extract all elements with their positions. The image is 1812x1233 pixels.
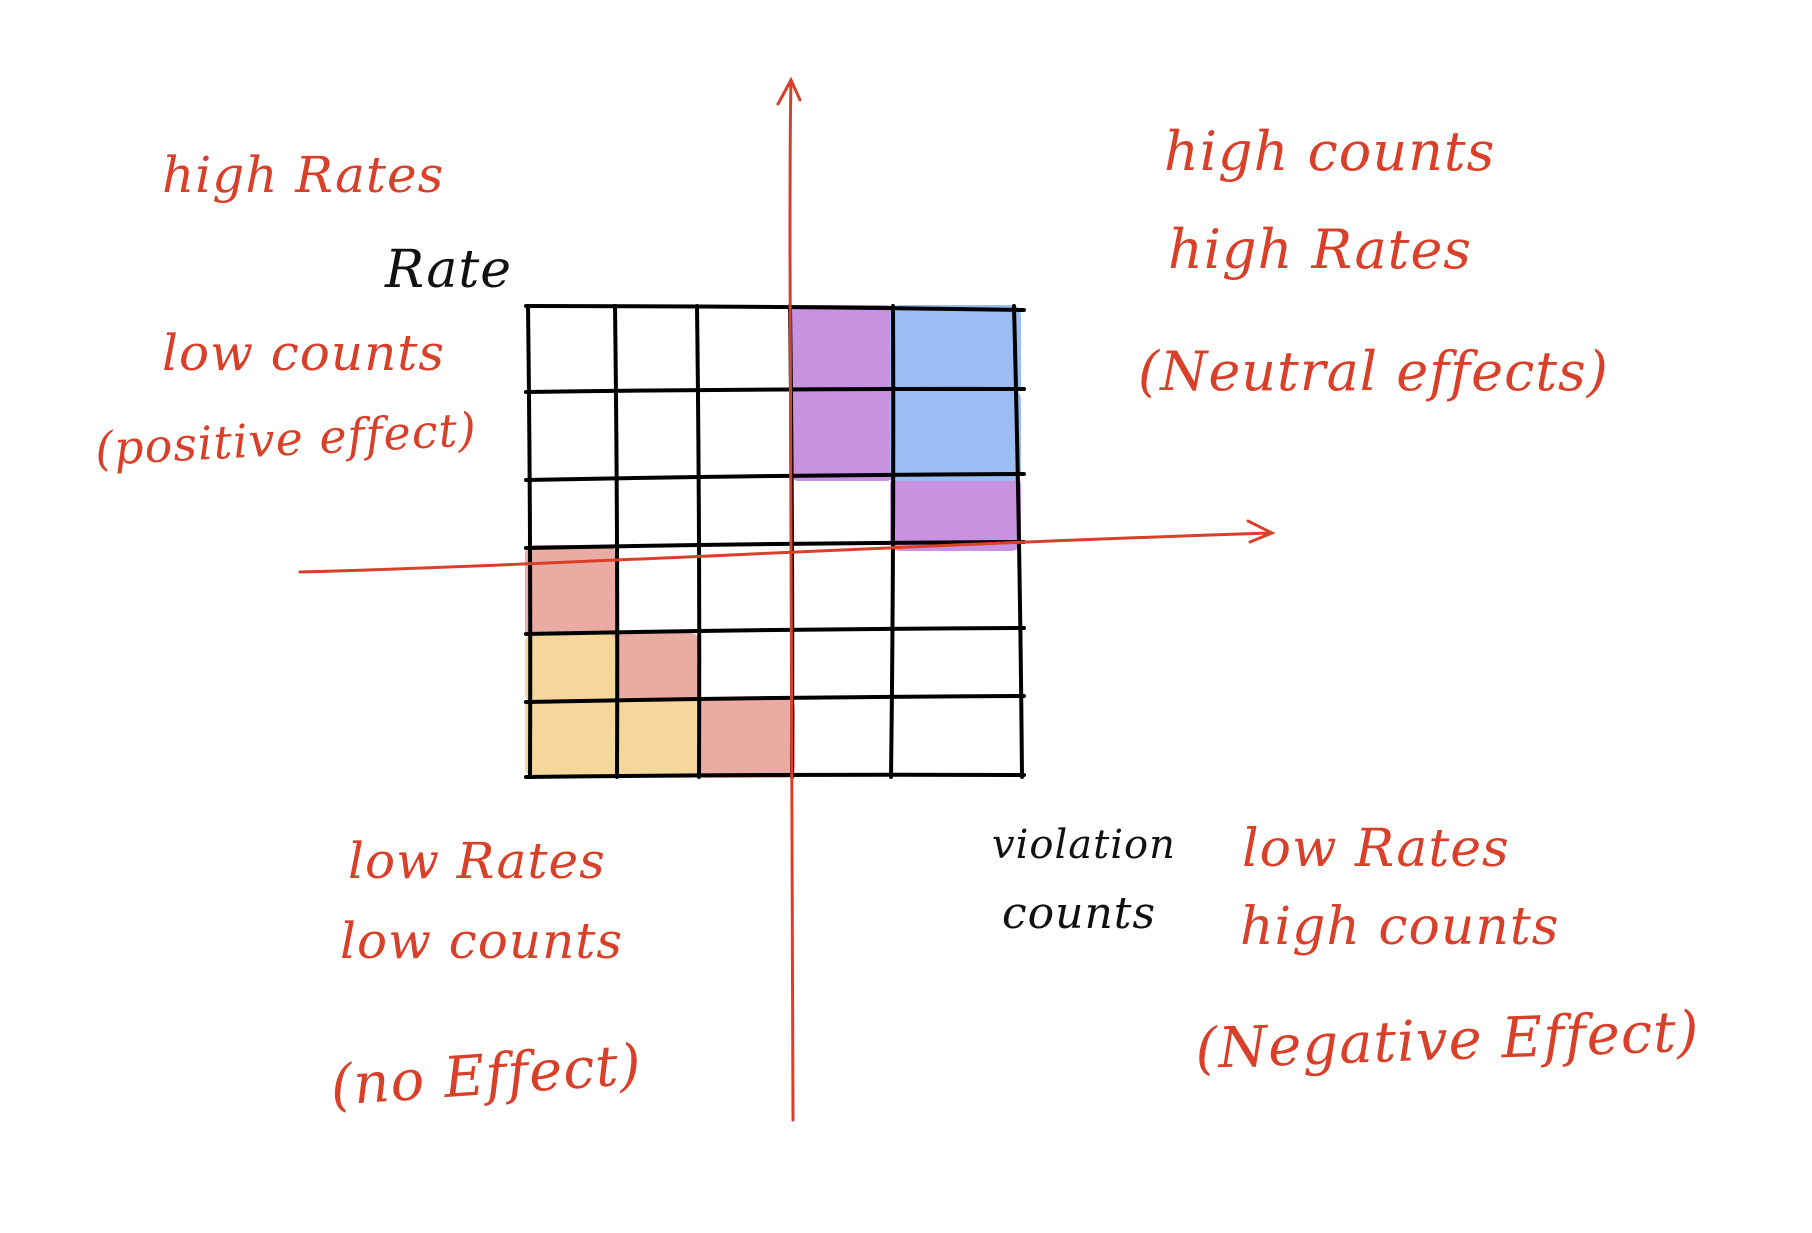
grid-row-line — [524, 694, 1026, 704]
highlighted-cell-orange — [610, 698, 700, 778]
highlighted-cell-salmon — [525, 545, 616, 639]
highlighted-cell-orange — [525, 698, 616, 778]
top-left-line2: low counts — [162, 324, 445, 382]
grid-row-line — [524, 540, 1026, 550]
y-axis-label: Rate — [384, 240, 512, 300]
highlighted-cell-orange — [525, 633, 616, 704]
grid-column-line — [889, 304, 896, 779]
highlighted-cell-blue — [890, 305, 1021, 395]
x-axis-label-line1: violation — [992, 822, 1176, 868]
y-axis-line — [788, 80, 795, 1122]
top-right-line2: high Rates — [1168, 218, 1472, 281]
quadrant-top-right: high counts high Rates (Neutral effects) — [1138, 120, 1609, 403]
bottom-left-line3: (no Effect) — [328, 1032, 643, 1119]
highlighted-cells — [525, 305, 1021, 778]
grid-row-line — [524, 772, 1026, 779]
grid-column-line — [695, 304, 702, 779]
quadrant-bottom-left: low Rates low counts (no Effect) — [328, 832, 643, 1119]
top-left-line3: (positive effect) — [94, 402, 478, 476]
top-left-line1: high Rates — [162, 146, 444, 204]
grid-column-line — [613, 304, 620, 779]
quadrant-top-left: high Rates low counts (positive effect) — [94, 146, 478, 476]
bottom-right-line2: high counts — [1240, 897, 1559, 957]
grid-row-line — [524, 304, 1026, 312]
highlighted-cell-purple — [789, 389, 896, 481]
grid-row-line — [524, 472, 1026, 482]
top-right-line1: high counts — [1164, 120, 1495, 183]
quadrant-bottom-right: low Rates high counts (Negative Effect) — [1194, 819, 1700, 1082]
axes — [298, 76, 1276, 1122]
y-axis-arrowhead — [776, 76, 802, 106]
bottom-right-line1: low Rates — [1242, 819, 1510, 879]
highlighted-cell-blue — [890, 389, 1021, 481]
highlighted-cell-salmon — [694, 698, 795, 778]
highlighted-cell-purple — [789, 305, 896, 395]
highlighted-cell-purple — [890, 475, 1021, 551]
bottom-left-line2: low counts — [340, 912, 623, 970]
grid-row-line — [524, 386, 1026, 394]
x-axis-line — [298, 531, 1272, 574]
top-right-line3: (Neutral effects) — [1138, 340, 1609, 403]
x-axis-arrowhead — [1246, 519, 1276, 544]
bottom-left-line1: low Rates — [348, 832, 606, 890]
bottom-right-line3: (Negative Effect) — [1194, 999, 1700, 1082]
x-axis-label-line2: counts — [1002, 888, 1156, 939]
highlighted-cell-salmon — [610, 633, 700, 704]
grid-row-line — [524, 626, 1026, 636]
grid-column-line — [526, 304, 533, 779]
